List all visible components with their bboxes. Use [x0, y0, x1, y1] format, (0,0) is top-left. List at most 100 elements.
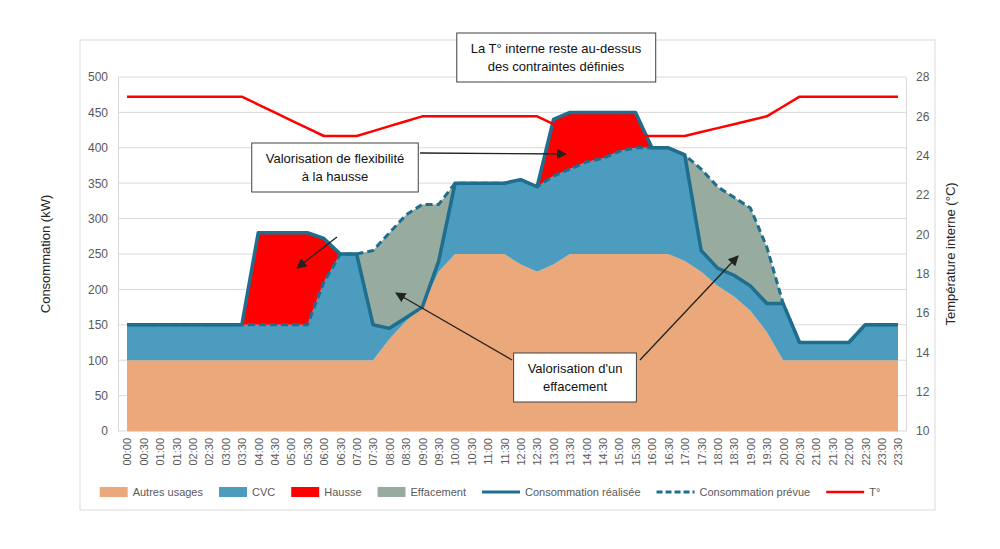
tick: 11:30 [499, 431, 511, 465]
tick: 16:00 [646, 431, 658, 466]
line [127, 112, 898, 342]
tick-label: 21:30 [827, 438, 839, 466]
legend-item: Consommation réalisée [482, 486, 641, 498]
legend-swatch [482, 491, 520, 494]
legend-item: Consommation prévue [657, 486, 811, 498]
tick-label: 07:00 [351, 438, 363, 466]
tick-label: 17:30 [695, 438, 707, 466]
chart-container: 0501001502002503003504004505001012141618… [0, 0, 1000, 549]
tick: 01:30 [171, 431, 183, 466]
tick-label: 23:30 [892, 438, 904, 466]
tick-label: 15:00 [613, 438, 625, 466]
tick-label: 28 [916, 70, 930, 84]
tick-label: 08:30 [400, 438, 412, 466]
legend-swatch [378, 487, 406, 497]
tick-label: 400 [88, 141, 108, 155]
tick: 50 [95, 389, 118, 403]
area [127, 112, 898, 342]
tick-label: 50 [95, 389, 109, 403]
tick: 05:30 [302, 431, 314, 466]
tick-label: 500 [88, 70, 108, 84]
legend-item: Effacement [378, 486, 466, 498]
tick: 17:30 [695, 431, 707, 466]
tick-label: 22 [916, 188, 930, 202]
tick: 14 [906, 346, 930, 360]
tick: 07:00 [351, 431, 363, 466]
tick-label: 18:00 [712, 438, 724, 466]
axis-line [906, 78, 907, 432]
tick: 20:30 [794, 431, 806, 466]
tick: 15:30 [630, 431, 642, 466]
tick-label: 22:30 [860, 438, 872, 466]
tick-label: 15:30 [630, 438, 642, 466]
tick: 350 [88, 177, 118, 191]
tick: 01:00 [154, 431, 166, 466]
tick-label: 06:00 [318, 438, 330, 466]
tick: 13:00 [548, 431, 560, 466]
tick: 23:00 [876, 431, 888, 466]
tick: 00:00 [121, 431, 133, 466]
legend-swatch [100, 487, 128, 497]
tick: 21:30 [827, 431, 839, 466]
tick: 07:30 [367, 431, 379, 466]
tick-label: 00:30 [138, 438, 150, 466]
tick: 22 [906, 188, 930, 202]
tick: 100 [88, 354, 118, 368]
tick: 19:30 [761, 431, 773, 466]
tick-label: 26 [916, 110, 930, 124]
legend-label: Consommation prévue [700, 486, 811, 498]
tick: 26 [906, 110, 930, 124]
tick: 11:00 [482, 431, 494, 465]
legend-swatch [291, 487, 319, 497]
legend-item: Autres usages [100, 486, 204, 498]
tick-label: 300 [88, 212, 108, 226]
tick: 0 [101, 424, 118, 438]
tick: 03:30 [236, 431, 248, 466]
legend-swatch [219, 487, 247, 497]
tick-label: 18 [916, 267, 930, 281]
tick-label: 250 [88, 247, 108, 261]
tick: 22:00 [843, 431, 855, 466]
tick: 17:00 [679, 431, 691, 466]
tick-label: 09:00 [417, 438, 429, 466]
tick: 19:00 [745, 431, 757, 466]
annotation: Valorisation d'un effacement [514, 353, 637, 402]
tick-label: 24 [916, 149, 930, 163]
tick-label: 03:30 [236, 438, 248, 466]
tick-label: 07:30 [367, 438, 379, 466]
tick: 14:00 [581, 431, 593, 466]
legend-label: Consommation réalisée [525, 486, 641, 498]
annotation-text: La T° interne reste au-dessus [471, 41, 642, 56]
axis-line [118, 78, 119, 432]
tick: 06:30 [335, 431, 347, 466]
y2-axis: 10121416182022242628 [906, 70, 930, 438]
chart-svg: 0501001502002503003504004505001012141618… [0, 0, 1000, 549]
tick: 23:30 [892, 431, 904, 466]
tick: 04:30 [269, 431, 281, 466]
tick-label: 16 [916, 306, 930, 320]
tick: 22:30 [860, 431, 872, 466]
area [127, 112, 898, 342]
tick-label: 23:00 [876, 438, 888, 466]
tick: 16:30 [663, 431, 675, 466]
legend: Autres usagesCVCHausseEffacementConsomma… [100, 486, 881, 498]
grid [118, 77, 906, 431]
tick-label: 450 [88, 106, 108, 120]
tick: 13:30 [564, 431, 576, 466]
tick: 12 [906, 385, 930, 399]
tick-label: 01:00 [154, 438, 166, 466]
tick-label: 16:30 [663, 438, 675, 466]
tick-label: 14:00 [581, 438, 593, 466]
tick-label: 10:30 [466, 438, 478, 466]
tick: 400 [88, 141, 118, 155]
axis-line [128, 431, 899, 432]
annotation-text: Valorisation d'un [528, 361, 623, 376]
legend-label: CVC [252, 486, 275, 498]
line [127, 97, 898, 136]
tick-label: 08:00 [384, 438, 396, 466]
tick-label: 20 [916, 228, 930, 242]
annotation-text: effacement [543, 379, 607, 394]
annotation: Valorisation de flexibilitéà la hausse [252, 143, 419, 192]
tick-label: 350 [88, 177, 108, 191]
tick-label: 150 [88, 318, 108, 332]
